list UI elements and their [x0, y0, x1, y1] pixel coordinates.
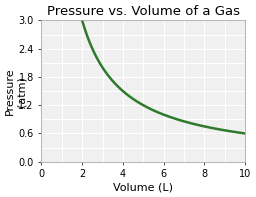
Title: Pressure vs. Volume of a Gas: Pressure vs. Volume of a Gas: [47, 5, 240, 18]
Y-axis label: Pressure
(atm): Pressure (atm): [5, 67, 26, 115]
X-axis label: Volume (L): Volume (L): [113, 182, 173, 192]
